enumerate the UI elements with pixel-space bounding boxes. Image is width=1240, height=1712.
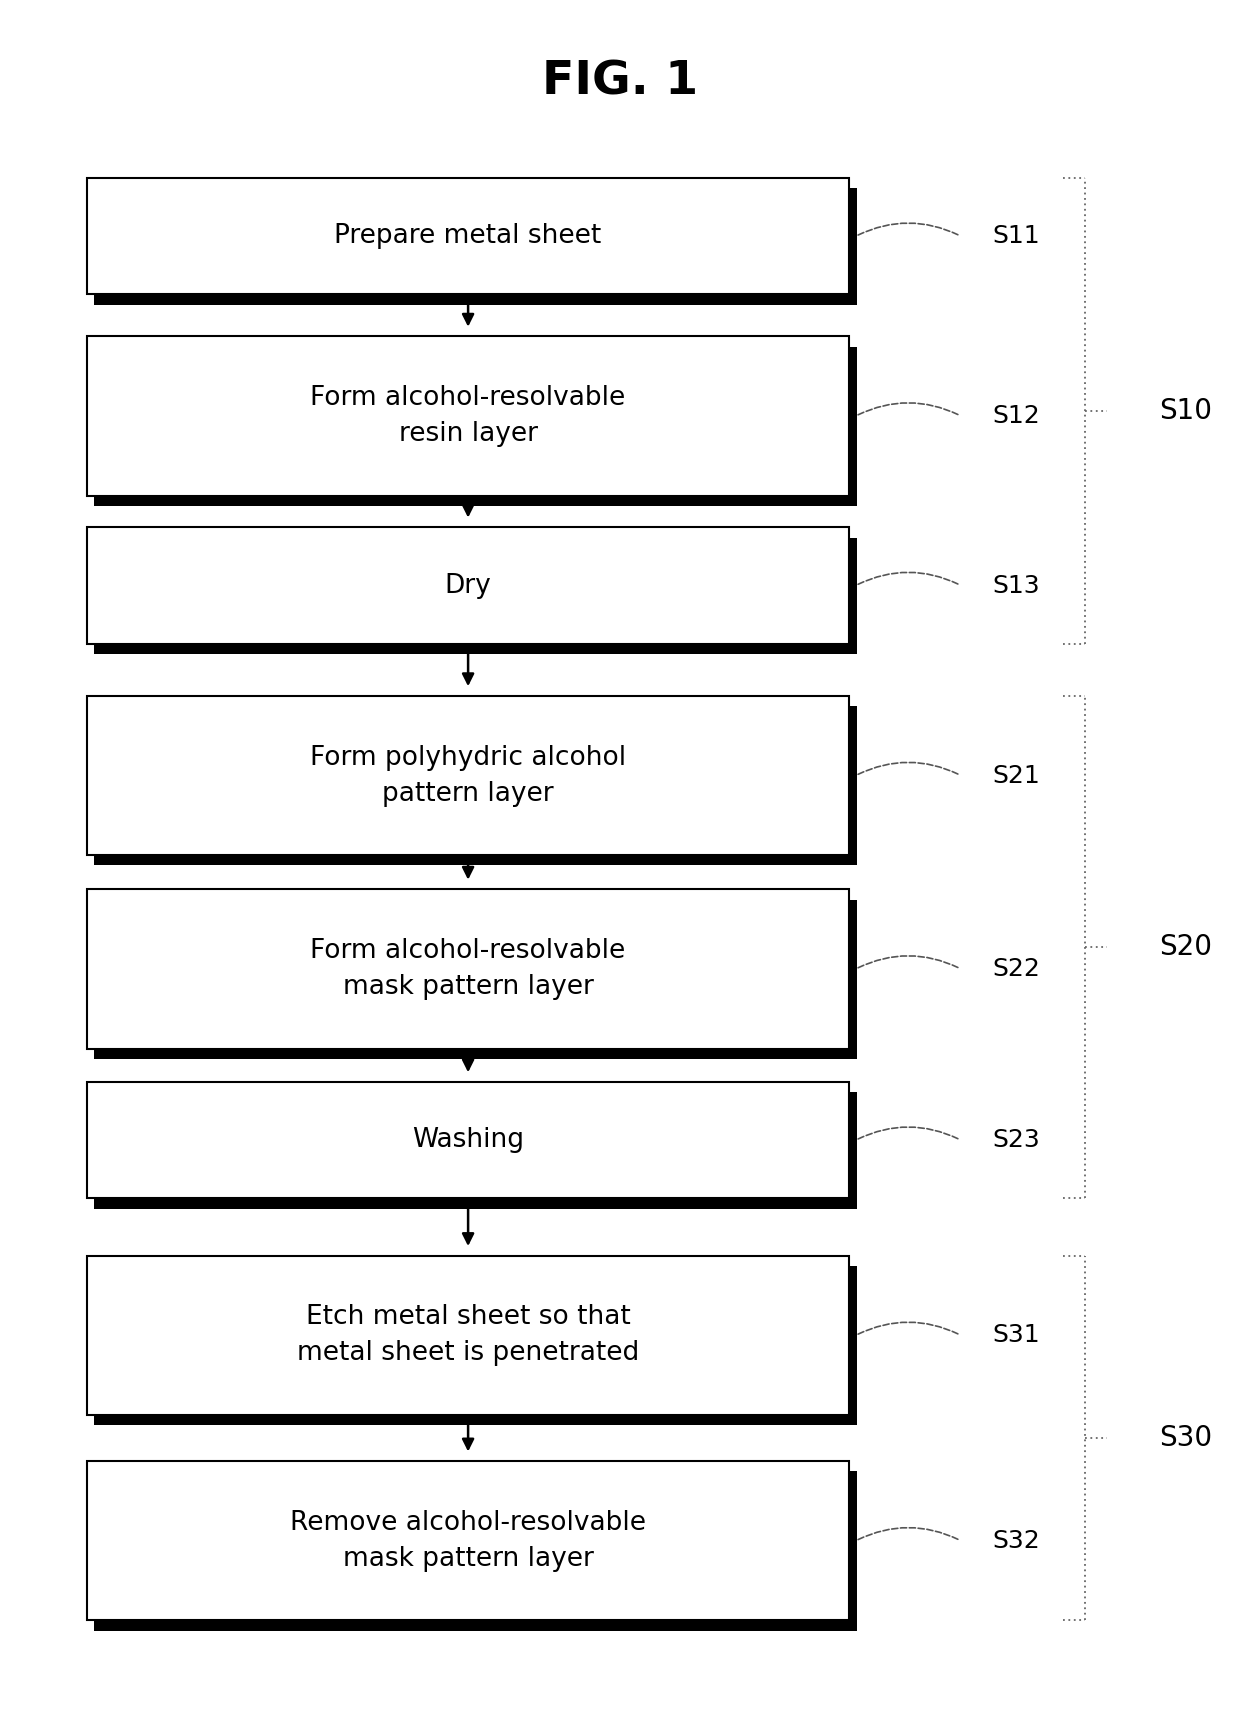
Bar bbox=[94, 1092, 857, 1209]
Bar bbox=[87, 1460, 849, 1620]
Bar bbox=[87, 527, 849, 644]
Bar bbox=[94, 538, 857, 654]
Text: Etch metal sheet so that
metal sheet is penetrated: Etch metal sheet so that metal sheet is … bbox=[296, 1305, 640, 1366]
Bar bbox=[94, 348, 857, 507]
Bar bbox=[94, 1472, 857, 1630]
Text: Dry: Dry bbox=[445, 572, 491, 599]
Text: S11: S11 bbox=[992, 224, 1039, 248]
Text: Prepare metal sheet: Prepare metal sheet bbox=[335, 223, 601, 250]
Bar bbox=[87, 695, 849, 854]
Bar bbox=[94, 901, 857, 1058]
Text: Remove alcohol-resolvable
mask pattern layer: Remove alcohol-resolvable mask pattern l… bbox=[290, 1510, 646, 1572]
Text: S10: S10 bbox=[1159, 397, 1213, 425]
Bar bbox=[94, 188, 857, 305]
Bar bbox=[94, 1267, 857, 1424]
Text: Form polyhydric alcohol
pattern layer: Form polyhydric alcohol pattern layer bbox=[310, 745, 626, 806]
Text: S31: S31 bbox=[992, 1323, 1039, 1347]
Text: S23: S23 bbox=[992, 1128, 1040, 1152]
Text: Form alcohol-resolvable
mask pattern layer: Form alcohol-resolvable mask pattern lay… bbox=[310, 938, 626, 1000]
Bar bbox=[87, 890, 849, 1048]
Text: S12: S12 bbox=[992, 404, 1040, 428]
Text: Washing: Washing bbox=[412, 1126, 525, 1154]
Bar bbox=[87, 1082, 849, 1198]
Text: S32: S32 bbox=[992, 1529, 1040, 1553]
Text: FIG. 1: FIG. 1 bbox=[542, 60, 698, 104]
Text: Form alcohol-resolvable
resin layer: Form alcohol-resolvable resin layer bbox=[310, 385, 626, 447]
Bar bbox=[87, 1257, 849, 1414]
Text: S13: S13 bbox=[992, 574, 1039, 597]
Text: S30: S30 bbox=[1159, 1424, 1213, 1452]
Bar bbox=[94, 707, 857, 866]
Bar bbox=[87, 337, 849, 496]
Bar bbox=[87, 178, 849, 294]
Text: S20: S20 bbox=[1159, 933, 1213, 960]
Text: S21: S21 bbox=[992, 764, 1040, 788]
Text: S22: S22 bbox=[992, 957, 1040, 981]
